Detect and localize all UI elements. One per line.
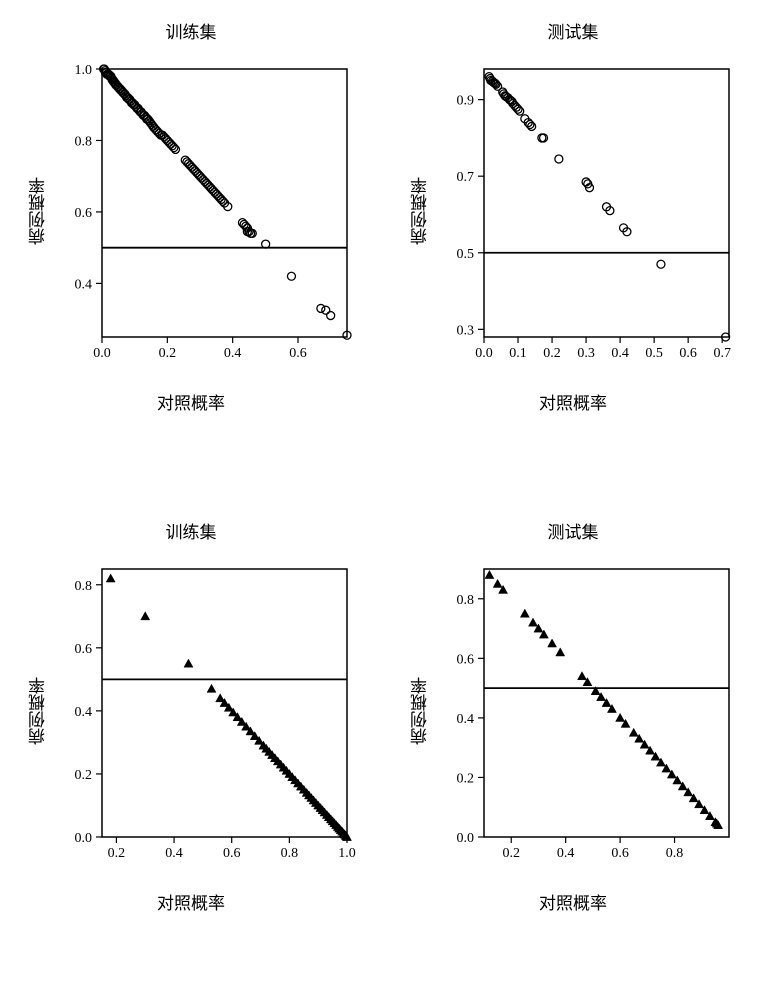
svg-text:0.2: 0.2 [74,768,92,783]
panel-bottom-left: 训练集 病例概率 0.20.40.60.81.00.00.20.40.60.8 … [0,500,382,1000]
panel-title: 训练集 [166,18,217,43]
scatter-plot: 0.0 0.2 0.4 0.6 0.4 0.6 0.8 1.0 [57,61,357,361]
svg-text:0.2: 0.2 [502,846,520,861]
svg-text:0.6: 0.6 [74,206,92,221]
svg-text:0.4: 0.4 [74,277,92,292]
svg-text:0.7: 0.7 [713,346,731,361]
panel-title: 测试集 [548,518,599,543]
svg-text:0.4: 0.4 [556,846,574,861]
plot-row: 病例概率 0.2 0.4 0.6 0.8 0.0 0.2 0.4 0.6 0.8 [408,561,739,861]
svg-text:0.1: 0.1 [509,346,527,361]
x-axis-label: 对照概率 [157,889,225,914]
svg-text:0.8: 0.8 [74,579,92,594]
svg-text:0.3: 0.3 [456,323,474,338]
y-axis-label: 病例概率 [408,177,433,245]
y-axis-label: 病例概率 [26,677,51,745]
svg-text:0.3: 0.3 [577,346,595,361]
svg-text:0.4: 0.4 [223,346,241,361]
scatter-plot: 0.0 0.1 0.2 0.3 0.4 0.5 0.6 0.7 0.3 0.5 0.7 0.9 [439,61,739,361]
svg-text:0.5: 0.5 [645,346,663,361]
svg-text:0.4: 0.4 [74,705,92,720]
svg-text:0.4: 0.4 [456,712,474,727]
plot-row: 病例概率 0.0 0.2 0.4 0.6 0.4 0.6 0.8 1.0 [26,61,357,361]
panel-title: 训练集 [166,518,217,543]
svg-text:0.2: 0.2 [543,346,561,361]
y-axis-label: 病例概率 [26,177,51,245]
svg-text:0.6: 0.6 [611,846,629,861]
svg-text:0.6: 0.6 [679,346,697,361]
svg-text:0.2: 0.2 [456,771,474,786]
svg-text:0.8: 0.8 [74,134,92,149]
svg-text:0.9: 0.9 [456,94,474,109]
svg-text:0.6: 0.6 [74,642,92,657]
svg-text:0.2: 0.2 [158,346,176,361]
svg-text:0.8: 0.8 [456,593,474,608]
x-axis-label: 对照概率 [539,889,607,914]
plot-row: 病例概率 0.2 0.4 0.6 0.8 1.0 0.0 0.2 0.4 0.6 0.8 [26,561,357,861]
scatter-plot: 0.2 0.4 0.6 0.8 0.0 0.2 0.4 0.6 0.8 [439,561,739,861]
panel-title: 测试集 [548,18,599,43]
panel-top-right: 测试集 病例概率 0.00.10.20.30.40.50.60.70.30.50… [382,0,764,500]
x-axis-label: 对照概率 [157,389,225,414]
svg-text:0.6: 0.6 [456,652,474,667]
svg-text:0.5: 0.5 [456,247,474,262]
svg-text:0.0: 0.0 [456,831,474,846]
x-axis-label: 对照概率 [539,389,607,414]
y-axis-label: 病例概率 [408,677,433,745]
svg-text:0.0: 0.0 [74,831,92,846]
svg-text:0.8: 0.8 [665,846,683,861]
svg-text:0.0: 0.0 [475,346,493,361]
svg-text:0.4: 0.4 [611,346,629,361]
svg-text:1.0: 1.0 [338,846,356,861]
svg-text:0.0: 0.0 [93,346,111,361]
svg-text:0.6: 0.6 [222,846,240,861]
plot-row: 病例概率 0.00.10.20.30.40.50.60.70.30.50.70.… [408,61,739,361]
svg-text:0.6: 0.6 [289,346,307,361]
panel-bottom-right: 测试集 病例概率 0.2 0.4 0.6 0.8 0.0 0.2 0.4 0.6 0.8 对照概… [382,500,764,1000]
svg-text:1.0: 1.0 [74,63,92,78]
chart-grid: 训练集 病例概率 0.0 0.2 0.4 0.6 0.4 0.6 0.8 1.0 对照概率 测… [0,0,764,1000]
svg-text:0.2: 0.2 [107,846,125,861]
svg-text:0.4: 0.4 [165,846,183,861]
svg-text:0.7: 0.7 [456,170,474,185]
scatter-plot: 0.2 0.4 0.6 0.8 1.0 0.0 0.2 0.4 0.6 0.8 [57,561,357,861]
svg-text:0.8: 0.8 [280,846,298,861]
panel-top-left: 训练集 病例概率 0.0 0.2 0.4 0.6 0.4 0.6 0.8 1.0 对照概率 [0,0,382,500]
